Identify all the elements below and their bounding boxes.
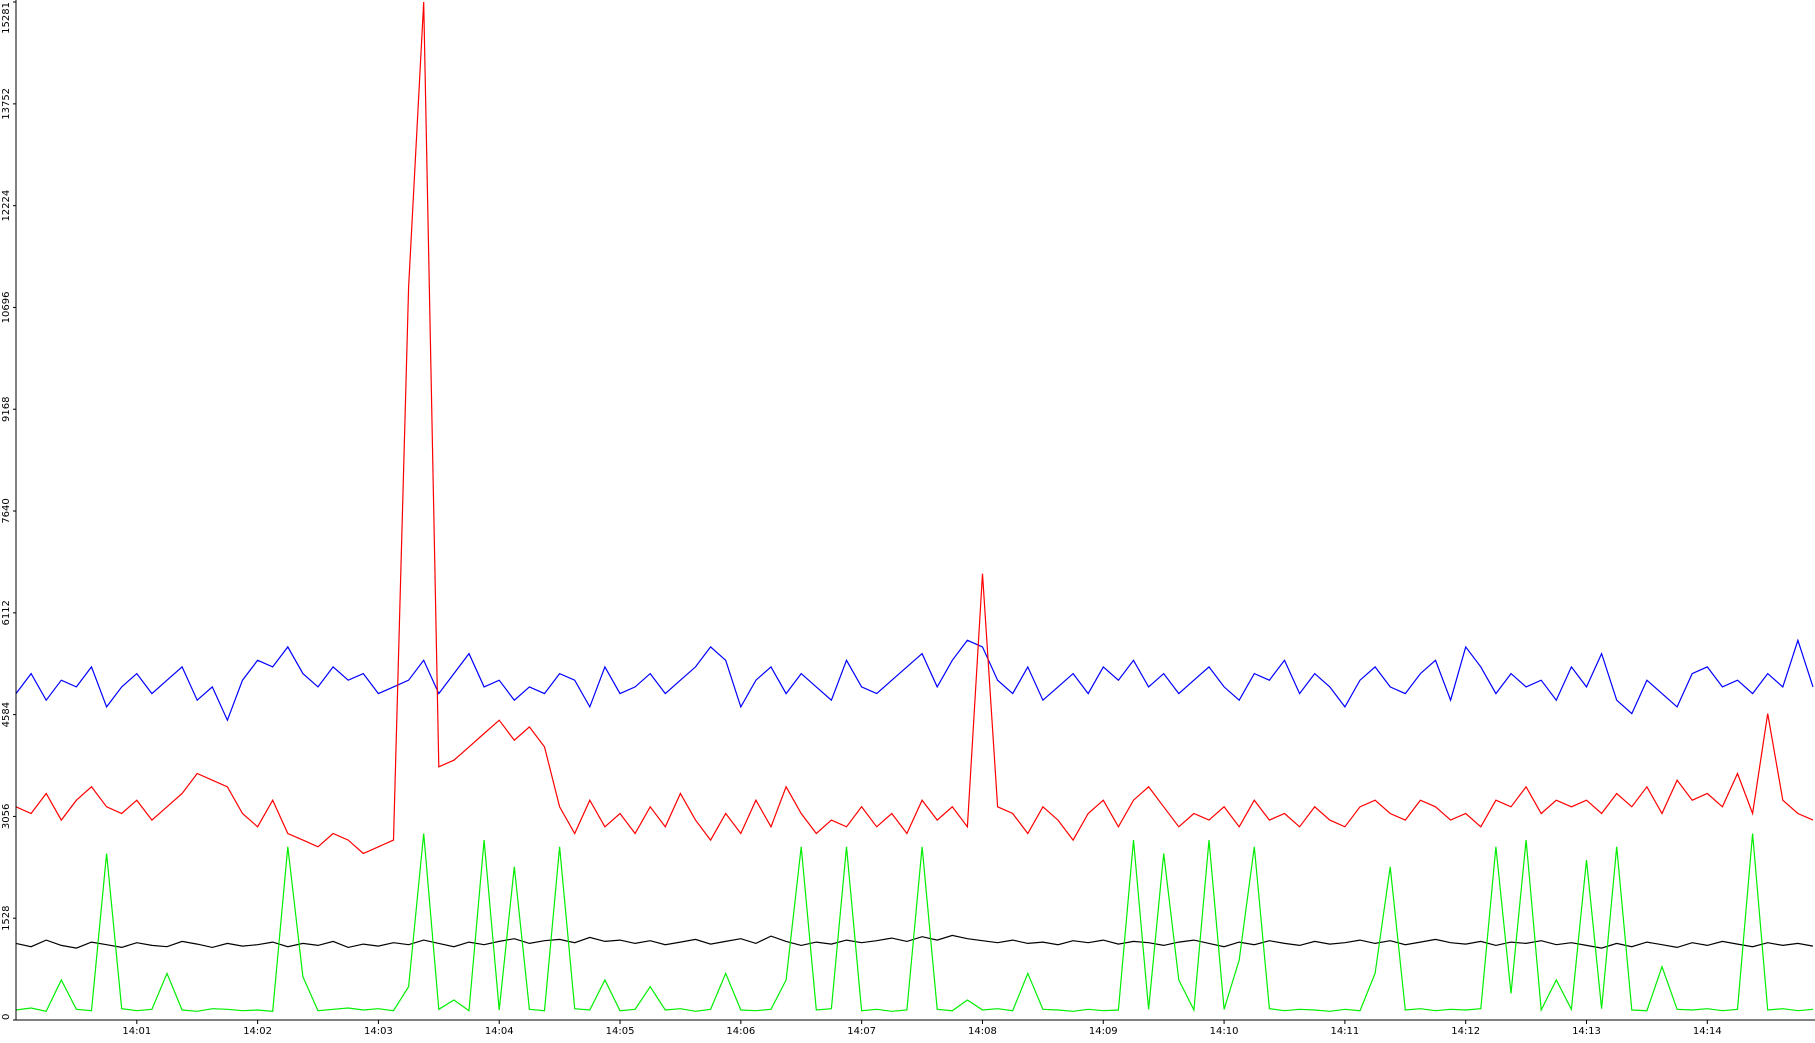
y-tick-label: 3056 — [1, 804, 12, 829]
y-tick-label: 1528 — [1, 905, 12, 930]
series-line — [15, 934, 1814, 949]
y-tick-label: 12224 — [1, 190, 12, 222]
y-tick-label: 0 — [1, 1014, 12, 1020]
x-tick-label: 14:08 — [968, 1026, 997, 1037]
x-tick-label: 14:14 — [1693, 1026, 1722, 1037]
x-tick-label: 14:05 — [606, 1026, 635, 1037]
x-tick-label: 14:09 — [1089, 1026, 1118, 1037]
y-tick-label: 7640 — [1, 498, 12, 523]
y-tick-label: 10696 — [1, 292, 12, 324]
series-line — [15, 638, 1814, 722]
y-tick-label: 4584 — [1, 702, 12, 727]
y-tick-label: 13752 — [1, 88, 12, 120]
x-tick-label: 14:11 — [1330, 1026, 1359, 1037]
x-tick-label: 14:12 — [1451, 1026, 1480, 1037]
x-tick-label: 14:13 — [1572, 1026, 1601, 1037]
x-tick-label: 14:03 — [364, 1026, 393, 1037]
x-tick-label: 14:02 — [243, 1026, 272, 1037]
y-tick-label: 15281 — [1, 2, 12, 34]
x-tick-label: 14:07 — [847, 1026, 876, 1037]
y-tick-label: 9168 — [1, 397, 12, 422]
x-tick-label: 14:01 — [122, 1026, 151, 1037]
y-tick-label: 6112 — [1, 600, 12, 625]
series-line — [15, 833, 1814, 1013]
series-line — [15, 1, 1814, 855]
x-tick-label: 14:10 — [1210, 1026, 1239, 1037]
x-tick-label: 14:04 — [485, 1026, 514, 1037]
x-tick-label: 14:06 — [726, 1026, 755, 1037]
